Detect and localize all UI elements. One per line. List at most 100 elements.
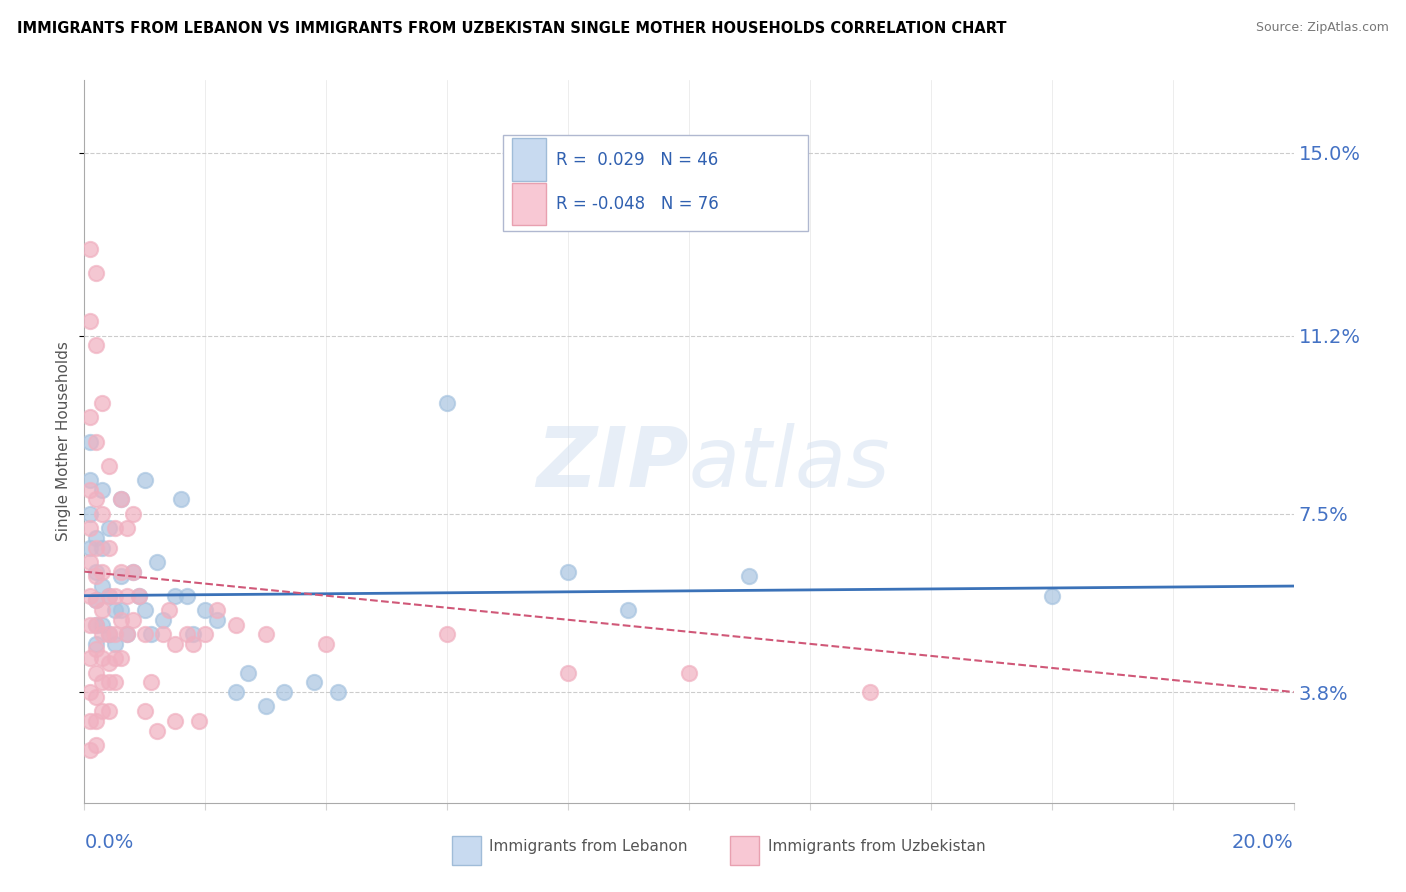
Point (86, 593, 108, 607)
Point (97, 627, 120, 641)
Point (86, 617, 108, 632)
Point (86, 266, 108, 280)
Point (139, 675, 162, 690)
Point (91, 603, 114, 617)
Text: ZIP: ZIP (536, 423, 689, 504)
Point (115, 627, 138, 641)
Point (110, 651, 132, 665)
Point (79, 743, 101, 757)
Point (79, 483, 101, 497)
Point (86, 492, 108, 507)
Point (254, 699, 277, 714)
Text: Immigrants from Uzbekistan: Immigrants from Uzbekistan (768, 838, 986, 854)
FancyBboxPatch shape (730, 836, 759, 865)
Point (254, 627, 277, 641)
Point (110, 603, 132, 617)
Text: IMMIGRANTS FROM LEBANON VS IMMIGRANTS FROM UZBEKISTAN SINGLE MOTHER HOUSEHOLDS C: IMMIGRANTS FROM LEBANON VS IMMIGRANTS FR… (17, 21, 1007, 37)
Point (134, 603, 156, 617)
Point (121, 565, 143, 579)
Point (176, 589, 198, 603)
Point (86, 714, 108, 728)
Point (79, 314, 101, 328)
Point (128, 589, 150, 603)
Point (79, 617, 101, 632)
Point (86, 541, 108, 555)
Point (436, 396, 458, 410)
Point (110, 492, 132, 507)
Point (97, 541, 120, 555)
Point (181, 627, 204, 641)
Text: 20.0%: 20.0% (1232, 833, 1294, 853)
Point (86, 665, 108, 680)
Point (617, 603, 640, 617)
Point (79, 521, 101, 535)
Point (86, 690, 108, 704)
Point (302, 675, 325, 690)
Point (115, 521, 138, 535)
Point (207, 613, 229, 627)
Text: R = -0.048   N = 76: R = -0.048 N = 76 (557, 194, 718, 213)
Point (134, 473, 156, 487)
Point (104, 627, 127, 641)
Point (134, 627, 156, 641)
Point (225, 685, 247, 699)
Point (859, 685, 882, 699)
Point (176, 627, 198, 641)
Point (104, 521, 127, 535)
Point (121, 613, 143, 627)
Point (91, 675, 114, 690)
Point (79, 242, 101, 256)
Point (115, 627, 138, 641)
Point (110, 613, 132, 627)
Point (188, 714, 211, 728)
Point (86, 531, 108, 545)
Point (557, 665, 579, 680)
Point (91, 483, 114, 497)
Point (328, 685, 350, 699)
Point (157, 603, 180, 617)
Point (91, 704, 114, 718)
Point (146, 555, 169, 569)
Point (91, 565, 114, 579)
Point (79, 589, 101, 603)
Point (128, 589, 150, 603)
Text: Immigrants from Lebanon: Immigrants from Lebanon (489, 838, 688, 854)
Point (104, 637, 127, 651)
Point (104, 675, 127, 690)
Point (97, 589, 120, 603)
Point (315, 637, 337, 651)
Point (86, 434, 108, 449)
Point (79, 685, 101, 699)
Point (738, 569, 761, 583)
Text: Source: ZipAtlas.com: Source: ZipAtlas.com (1256, 21, 1389, 35)
Point (678, 665, 700, 680)
Point (152, 613, 174, 627)
Point (207, 603, 229, 617)
Point (86, 569, 108, 583)
Point (194, 627, 217, 641)
Point (181, 637, 204, 651)
Point (97, 589, 120, 603)
Point (86, 641, 108, 656)
Point (557, 565, 579, 579)
Point (1040, 589, 1063, 603)
Point (165, 637, 187, 651)
Point (152, 627, 174, 641)
Point (91, 507, 114, 521)
Point (273, 685, 295, 699)
Point (86, 338, 108, 352)
Point (225, 617, 247, 632)
Point (86, 593, 108, 607)
Point (104, 603, 127, 617)
Point (104, 589, 127, 603)
Point (236, 665, 259, 680)
Point (194, 603, 217, 617)
Point (91, 579, 114, 593)
Point (97, 656, 120, 670)
Y-axis label: Single Mother Households: Single Mother Households (56, 342, 72, 541)
Point (91, 541, 114, 555)
Point (97, 521, 120, 535)
Point (97, 675, 120, 690)
Point (121, 507, 143, 521)
Point (79, 473, 101, 487)
